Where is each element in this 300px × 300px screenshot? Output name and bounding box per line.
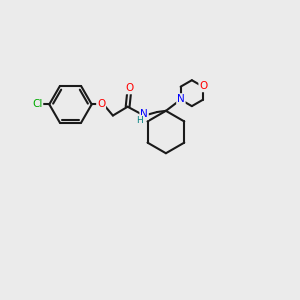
Text: O: O [126, 83, 134, 94]
Text: O: O [199, 81, 208, 92]
Text: Cl: Cl [32, 99, 42, 110]
Text: H: H [136, 116, 143, 125]
Text: N: N [177, 94, 185, 104]
Text: O: O [97, 99, 105, 110]
Text: N: N [140, 110, 148, 119]
